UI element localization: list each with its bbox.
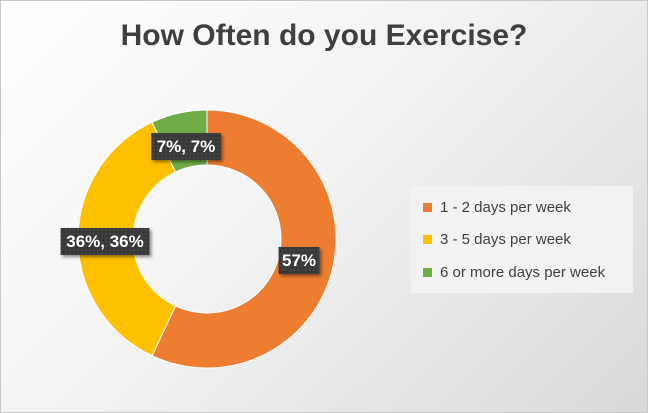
- data-label-text-1: 57%: [282, 251, 316, 270]
- data-label-box-3: [151, 133, 221, 160]
- data-label-text-2: 36%, 36%: [66, 232, 144, 251]
- data-label-box-2: [60, 228, 150, 255]
- legend-swatch-3: [423, 267, 432, 277]
- legend-label-1: 1 - 2 days per week: [440, 198, 571, 216]
- doughnut-segment-1: [151, 109, 337, 369]
- legend-item-2: 3 - 5 days per week: [423, 229, 571, 249]
- chart-title: How Often do you Exercise?: [120, 19, 528, 52]
- data-label-2: 36%, 36%: [60, 228, 150, 255]
- legend-label-2: 3 - 5 days per week: [440, 230, 571, 248]
- legend-label-3: 6 or more days per week: [440, 263, 606, 281]
- legend-swatch-1: [423, 202, 432, 212]
- legend-item-1: 1 - 2 days per week: [423, 197, 571, 217]
- legend-swatch-2: [423, 234, 432, 244]
- data-label-box-1: [278, 247, 320, 274]
- legend-item-3: 6 or more days per week: [423, 262, 605, 282]
- data-label-text-3: 7%, 7%: [157, 137, 216, 156]
- data-label-3: 7%, 7%: [151, 133, 221, 160]
- data-label-1: 57%: [278, 247, 320, 274]
- legend: 1 - 2 days per week 3 - 5 days per week 6 …: [411, 186, 633, 293]
